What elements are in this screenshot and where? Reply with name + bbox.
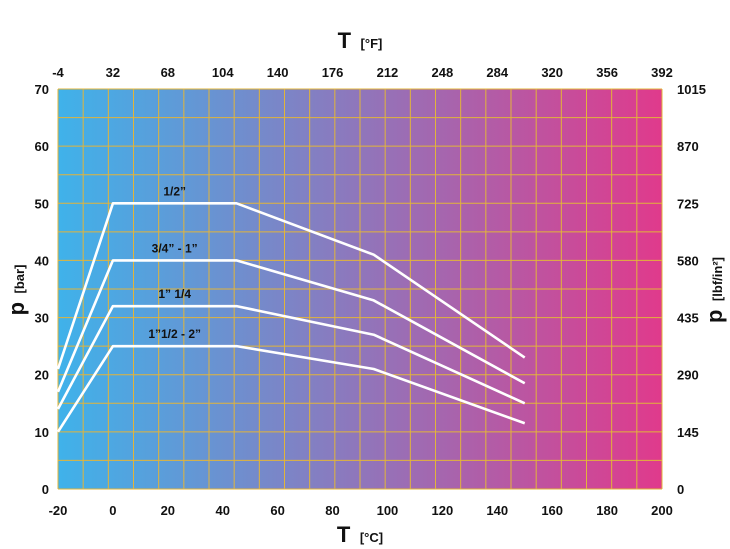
right-axis-symbol: p (702, 310, 727, 323)
left-tick-label: 20 (35, 368, 49, 383)
bottom-tick-label: 0 (109, 503, 116, 518)
left-tick-label: 40 (35, 253, 49, 268)
right-tick-label: 870 (677, 139, 699, 154)
left-tick-label: 10 (35, 425, 49, 440)
bottom-axis-title: T [°C] (337, 522, 383, 547)
top-axis-unit: [°F] (361, 36, 383, 51)
left-axis-symbol: p (4, 302, 29, 315)
right-tick-label: 1015 (677, 82, 706, 97)
left-tick-label: 50 (35, 196, 49, 211)
left-axis-unit: [bar] (12, 265, 27, 294)
left-tick-label: 70 (35, 82, 49, 97)
top-tick-label: -4 (52, 65, 64, 80)
top-tick-label: 68 (161, 65, 175, 80)
series-line (56, 259, 526, 393)
bottom-tick-label: 140 (486, 503, 508, 518)
left-tick-label: 0 (42, 482, 49, 497)
bottom-tick-label: 60 (270, 503, 284, 518)
top-tick-label: 140 (267, 65, 289, 80)
bottom-tick-label: 100 (377, 503, 399, 518)
series-label: 1/2” (163, 184, 186, 198)
top-tick-label: 248 (432, 65, 454, 80)
right-tick-label: 725 (677, 196, 699, 211)
bottom-axis-unit: [°C] (360, 530, 383, 545)
bottom-tick-label: 180 (596, 503, 618, 518)
top-tick-label: 392 (651, 65, 673, 80)
series-line (56, 304, 526, 410)
series-label: 1”1/2 - 2” (148, 327, 201, 341)
series-line (56, 201, 526, 370)
top-tick-label: 320 (541, 65, 563, 80)
bottom-tick-label: -20 (49, 503, 68, 518)
right-tick-label: 580 (677, 253, 699, 268)
right-tick-label: 145 (677, 425, 699, 440)
series-line (56, 344, 526, 433)
top-tick-label: 32 (106, 65, 120, 80)
bottom-tick-label: 200 (651, 503, 673, 518)
left-tick-label: 30 (35, 311, 49, 326)
top-tick-label: 356 (596, 65, 618, 80)
left-tick-label: 60 (35, 139, 49, 154)
top-tick-label: 104 (212, 65, 234, 80)
series-label: 3/4” - 1” (152, 241, 198, 255)
top-axis-symbol: T (338, 28, 352, 53)
left-axis-title: p [bar] (4, 265, 29, 316)
grid (57, 88, 663, 490)
top-tick-label: 176 (322, 65, 344, 80)
right-axis-title: p [lbf/in²] (702, 257, 727, 323)
bottom-tick-label: 80 (325, 503, 339, 518)
right-axis-unit: [lbf/in²] (710, 257, 725, 301)
right-tick-label: 290 (677, 368, 699, 383)
top-tick-label: 284 (486, 65, 508, 80)
bottom-tick-label: 20 (161, 503, 175, 518)
tick-labels: -20 0 20 40 60 80 100 120 140 160 180 200-4 32 68 104 1… (35, 65, 706, 518)
right-tick-label: 435 (677, 311, 699, 326)
bottom-axis-symbol: T (337, 522, 351, 547)
series-label: 1” 1/4 (158, 287, 191, 301)
top-axis-title: T [°F] (338, 28, 383, 53)
bottom-tick-label: 160 (541, 503, 563, 518)
top-tick-label: 212 (377, 65, 399, 80)
right-tick-label: 0 (677, 482, 684, 497)
series-lines: 1/2” 3/4” - 1” 1” 1/4 1”1/2 - 2” (56, 184, 526, 433)
bottom-tick-label: 120 (432, 503, 454, 518)
bottom-tick-label: 40 (215, 503, 229, 518)
